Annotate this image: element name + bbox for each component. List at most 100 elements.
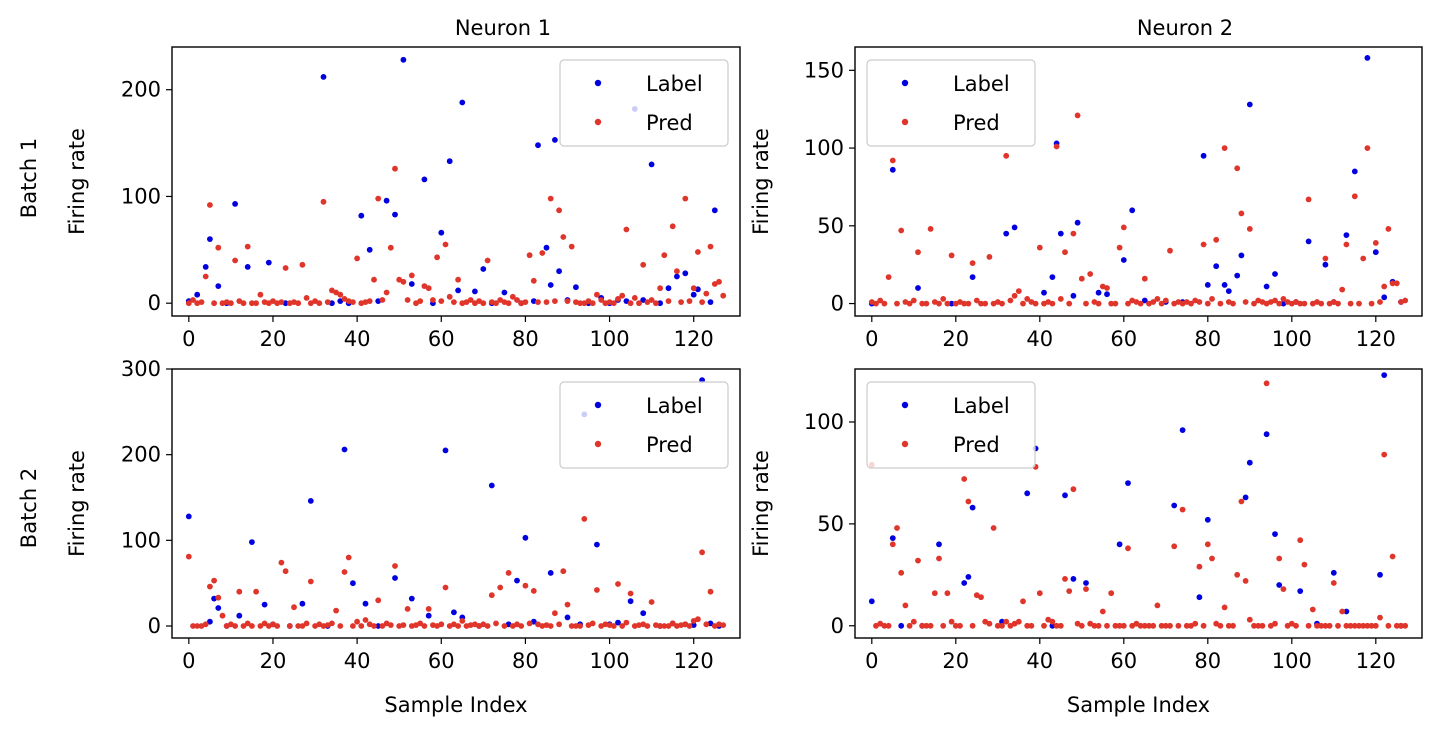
point-pred — [1318, 300, 1325, 307]
point-label — [711, 207, 718, 214]
point-label — [573, 284, 579, 291]
point-pred — [484, 623, 491, 629]
point-pred — [678, 299, 684, 305]
point-pred — [1053, 622, 1060, 629]
point-label — [1381, 294, 1388, 301]
point-pred — [1339, 608, 1346, 615]
point-pred — [202, 621, 209, 628]
point-pred — [1347, 622, 1354, 629]
point-pred — [1066, 588, 1073, 594]
y-tick-label: 50 — [817, 512, 844, 536]
point-label — [1263, 283, 1270, 290]
legend-marker-label — [594, 79, 602, 87]
point-pred — [931, 590, 938, 597]
point-pred — [1003, 152, 1010, 159]
point-label — [1070, 576, 1077, 582]
point-label — [1074, 219, 1081, 226]
point-pred — [1276, 555, 1283, 562]
x-tick-label: 40 — [344, 327, 371, 351]
point-pred — [1230, 622, 1236, 629]
point-pred — [1062, 576, 1068, 582]
point-label — [1297, 588, 1304, 594]
x-tick-label: 100 — [1272, 649, 1312, 673]
point-pred — [190, 297, 196, 303]
point-pred — [1251, 300, 1257, 307]
point-pred — [1057, 296, 1064, 302]
point-label — [400, 56, 407, 63]
point-pred — [898, 227, 905, 234]
point-label — [535, 142, 541, 149]
point-pred — [1221, 604, 1228, 611]
point-pred — [944, 300, 951, 307]
point-label — [307, 498, 314, 504]
point-pred — [952, 622, 959, 629]
point-pred — [185, 553, 192, 560]
point-label — [1057, 230, 1064, 237]
point-pred — [568, 623, 575, 629]
point-pred — [291, 604, 297, 611]
point-label — [1041, 289, 1047, 296]
x-tick-label: 100 — [1272, 327, 1312, 351]
point-pred — [707, 243, 714, 250]
point-pred — [1087, 271, 1094, 277]
point-pred — [249, 300, 255, 307]
point-pred — [1070, 486, 1077, 493]
point-pred — [940, 622, 947, 629]
point-pred — [1158, 300, 1165, 307]
point-pred — [1204, 300, 1211, 307]
point-pred — [1351, 622, 1358, 629]
series-pred — [185, 165, 727, 307]
point-pred — [1154, 296, 1161, 302]
point-pred — [1389, 553, 1396, 560]
point-pred — [1385, 226, 1392, 232]
point-pred — [438, 621, 445, 628]
point-pred — [1150, 622, 1157, 629]
point-pred — [994, 622, 1001, 629]
legend-box — [866, 59, 1036, 147]
point-pred — [307, 578, 314, 585]
point-label — [408, 281, 415, 287]
point-label — [648, 161, 655, 168]
point-label — [1276, 582, 1283, 588]
point-label — [488, 482, 495, 489]
point-pred — [923, 300, 930, 307]
point-label — [1213, 263, 1220, 270]
point-label — [1083, 580, 1089, 586]
point-pred — [894, 300, 900, 307]
point-pred — [978, 300, 984, 307]
point-label — [1381, 372, 1388, 378]
point-pred — [467, 297, 474, 303]
point-label — [707, 299, 714, 305]
point-pred — [944, 590, 951, 597]
legend-marker-label — [901, 79, 909, 87]
point-label — [232, 201, 239, 207]
point-pred — [915, 249, 921, 256]
point-pred — [623, 226, 630, 233]
point-pred — [957, 622, 963, 629]
point-pred — [333, 607, 339, 614]
point-pred — [1372, 622, 1379, 629]
y-tick-label: 200 — [121, 78, 161, 102]
y-tick-label: 0 — [831, 292, 844, 316]
point-label — [375, 623, 382, 629]
point-pred — [1141, 275, 1148, 282]
point-label — [961, 580, 968, 586]
point-pred — [451, 299, 457, 305]
point-pred — [417, 298, 424, 304]
point-pred — [1221, 145, 1228, 152]
point-label — [1372, 249, 1379, 256]
point-label — [1003, 230, 1010, 237]
point-label — [552, 137, 558, 143]
series-pred — [185, 516, 727, 629]
point-pred — [530, 277, 537, 284]
point-pred — [1398, 622, 1404, 629]
legend-label-pred: Pred — [646, 433, 693, 457]
point-pred — [421, 283, 428, 289]
point-pred — [257, 291, 264, 298]
point-pred — [1217, 622, 1224, 629]
point-pred — [493, 620, 499, 627]
point-pred — [1314, 622, 1320, 629]
point-pred — [1104, 285, 1110, 291]
x-tick-label: 20 — [942, 327, 969, 351]
point-pred — [936, 555, 942, 562]
